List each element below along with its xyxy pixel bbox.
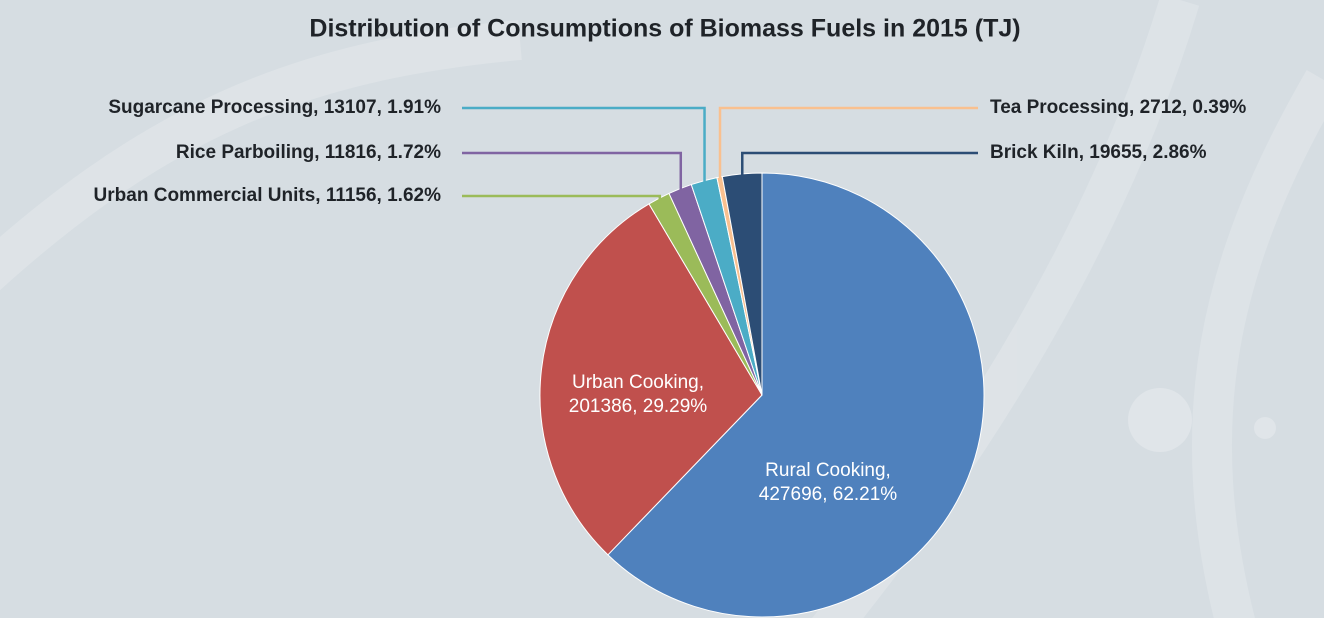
leader-line (462, 151, 683, 191)
chart-title: Distribution of Consumptions of Biomass … (309, 15, 1020, 43)
data-label: Sugarcane Processing, 13107, 1.91% (108, 97, 441, 118)
data-label: Rice Parboiling, 11816, 1.72% (176, 142, 441, 163)
leader-line (462, 194, 662, 201)
data-label: Urban Cooking, 201386, 29.29% (569, 372, 708, 417)
data-label-line: 427696, 62.21% (759, 484, 898, 505)
pie-slice (539, 203, 763, 556)
data-label-line: Rural Cooking, (765, 460, 891, 481)
leader-line (462, 106, 706, 183)
leader-line (741, 151, 978, 176)
data-label: Tea Processing, 2712, 0.39% (990, 97, 1246, 118)
data-label: Urban Commercial Units, 11156, 1.62% (94, 185, 442, 206)
background-dot (1254, 417, 1276, 439)
data-label: Brick Kiln, 19655, 2.86% (990, 142, 1207, 163)
data-label: Rural Cooking, 427696, 62.21% (759, 460, 898, 505)
data-label-line: 201386, 29.29% (569, 396, 708, 417)
pie-slice (607, 172, 985, 618)
data-label-line: Urban Cooking, (572, 372, 704, 393)
background-dot (1128, 388, 1192, 452)
leader-line (718, 106, 978, 180)
